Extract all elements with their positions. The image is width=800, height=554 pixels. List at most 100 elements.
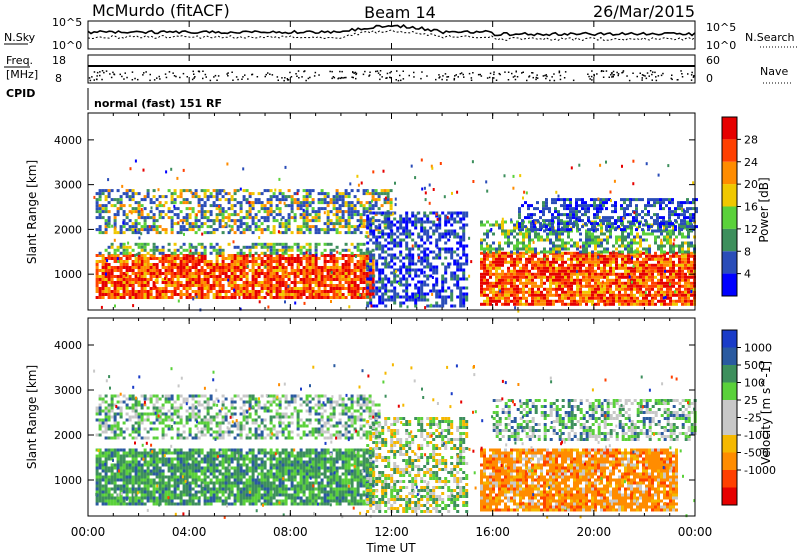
nave-dot <box>435 78 437 81</box>
range-cell <box>612 281 615 285</box>
range-cell <box>278 269 282 272</box>
range-cell <box>530 204 533 208</box>
range-cell <box>575 198 578 202</box>
range-cell <box>684 275 687 279</box>
nave-dot <box>124 72 126 74</box>
nave-dot <box>489 72 492 75</box>
range-cell <box>347 207 351 211</box>
range-cell <box>185 189 189 193</box>
range-cell <box>504 254 507 258</box>
range-cell <box>269 195 273 199</box>
range-cell <box>447 232 451 236</box>
range-cell <box>161 216 165 220</box>
range-cell <box>408 229 412 233</box>
range-cell <box>552 266 555 270</box>
range-cell <box>641 210 644 214</box>
range-cell <box>624 235 627 239</box>
range-cell <box>305 278 309 281</box>
range-cell <box>450 298 454 302</box>
range-cell <box>411 298 415 302</box>
range-cell <box>218 222 222 226</box>
range-cell <box>119 269 123 272</box>
range-cell <box>287 287 291 290</box>
nave-dot <box>444 73 447 75</box>
range-cell <box>623 216 626 220</box>
range-cell <box>438 256 442 260</box>
range-cell <box>170 281 174 284</box>
range-cell <box>549 299 552 303</box>
range-cell <box>176 254 180 257</box>
range-cell <box>308 225 312 229</box>
nave-dot <box>286 78 289 80</box>
range-cell <box>525 260 528 264</box>
range-cell <box>638 198 641 202</box>
range-cell <box>140 225 144 229</box>
range-cell <box>179 284 183 287</box>
range-cell <box>179 189 183 193</box>
range-cell <box>350 284 354 287</box>
range-cell <box>678 278 681 282</box>
range-cell <box>675 281 678 285</box>
range-cell <box>663 250 666 254</box>
range-cell <box>636 235 639 239</box>
range-cell <box>236 263 240 266</box>
range-cell <box>101 269 105 272</box>
range-cell <box>654 257 657 261</box>
range-cell <box>519 232 522 236</box>
range-cell <box>323 275 327 278</box>
range-cell <box>524 216 527 220</box>
range-cell <box>687 302 690 306</box>
range-cell <box>672 293 675 297</box>
range-cell <box>347 216 351 220</box>
range-cell <box>576 251 579 255</box>
range-cell <box>569 213 572 217</box>
range-cell <box>549 232 552 236</box>
range-cell <box>338 210 342 214</box>
range-cell <box>558 250 561 254</box>
range-cell <box>462 304 466 308</box>
range-cell <box>197 210 201 214</box>
range-cell <box>444 247 448 251</box>
range-cell <box>518 213 521 217</box>
range-cell <box>462 298 466 302</box>
range-cell <box>420 271 424 275</box>
range-cell <box>618 266 621 270</box>
range-cell <box>272 228 276 232</box>
range-cell <box>575 222 578 226</box>
range-cell <box>462 277 466 281</box>
range-cell <box>408 262 412 266</box>
range-cell <box>672 290 675 294</box>
range-cell <box>525 281 528 285</box>
range-cell <box>125 228 129 232</box>
range-cell <box>408 268 412 272</box>
range-cell <box>678 223 681 227</box>
range-cell <box>402 229 406 233</box>
range-cell <box>128 269 132 272</box>
range-cell <box>456 262 460 266</box>
range-cell <box>642 293 645 297</box>
range-cell <box>203 189 207 193</box>
range-cell <box>378 226 382 230</box>
range-cell <box>684 235 687 239</box>
range-cell <box>387 241 391 245</box>
range-cell <box>251 216 255 220</box>
range-cell <box>596 228 599 232</box>
range-cell <box>329 228 333 232</box>
range-cell <box>104 287 108 290</box>
range-cell <box>245 281 249 284</box>
range-cell <box>119 296 123 299</box>
range-cell <box>426 298 430 302</box>
range-cell <box>681 293 684 297</box>
range-cell <box>444 232 448 236</box>
range-cell <box>212 296 216 299</box>
range-cell <box>98 254 102 257</box>
range-cell <box>489 281 492 285</box>
range-cell <box>347 287 351 290</box>
range-cell <box>486 257 489 261</box>
range-cell <box>621 257 624 261</box>
range-cell <box>107 225 111 229</box>
range-cell <box>621 272 624 276</box>
range-cell <box>143 272 147 275</box>
range-cell <box>296 225 300 229</box>
nave-dot <box>613 74 615 76</box>
